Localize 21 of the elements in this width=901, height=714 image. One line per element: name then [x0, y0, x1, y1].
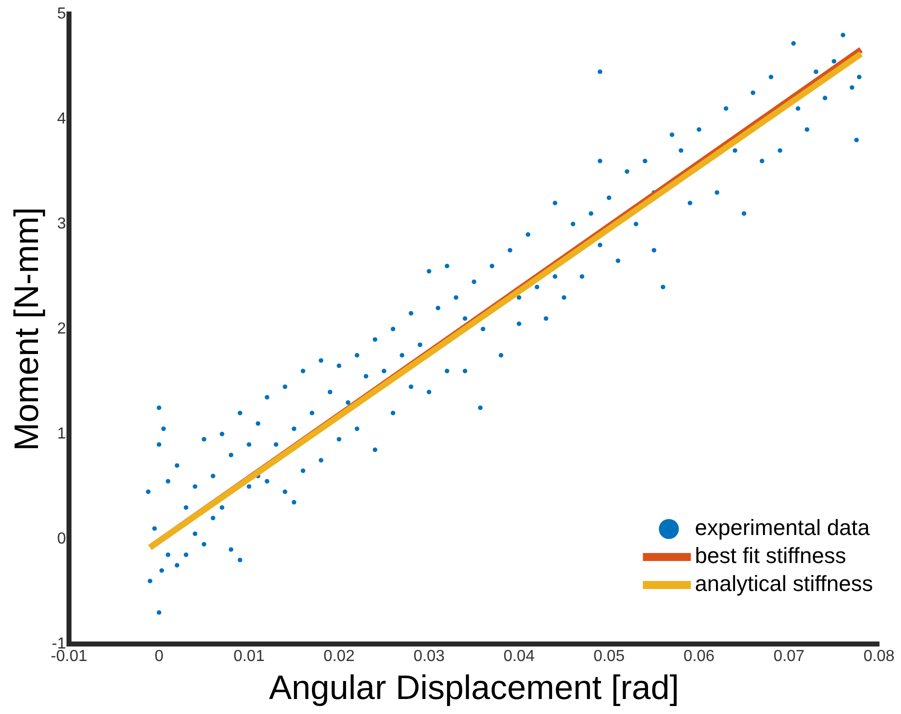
- x-tick-label: 0: [154, 648, 164, 666]
- x-tick-label: 0.06: [683, 648, 715, 666]
- x-tick-label: 0.07: [773, 648, 805, 666]
- legend-label: best fit stiffness: [694, 543, 846, 568]
- y-tick-label: 3: [57, 215, 66, 232]
- x-tick-label: 0.03: [413, 648, 445, 666]
- x-tick-label: 0.01: [233, 648, 265, 666]
- legend-label: experimental data: [694, 515, 871, 540]
- x-axis-title: Angular Displacement [rad]: [268, 668, 680, 707]
- x-tick-label: -0.01: [50, 648, 88, 666]
- y-tick-label: 0: [57, 530, 66, 548]
- y-tick-label: 2: [57, 320, 66, 338]
- x-tick-label: 0.04: [503, 648, 535, 666]
- x-tick-label: 0.05: [593, 648, 625, 666]
- y-tick-label: 1: [57, 425, 66, 442]
- legend-label: analytical stiffness: [694, 571, 874, 596]
- x-tick-label: 0.02: [323, 648, 355, 666]
- y-tick-label: 4: [57, 110, 66, 128]
- y-tick-label: 5: [57, 5, 66, 22]
- x-tick-label: 0.08: [863, 648, 895, 666]
- y-axis-title: Moment [N-mm]: [8, 207, 46, 451]
